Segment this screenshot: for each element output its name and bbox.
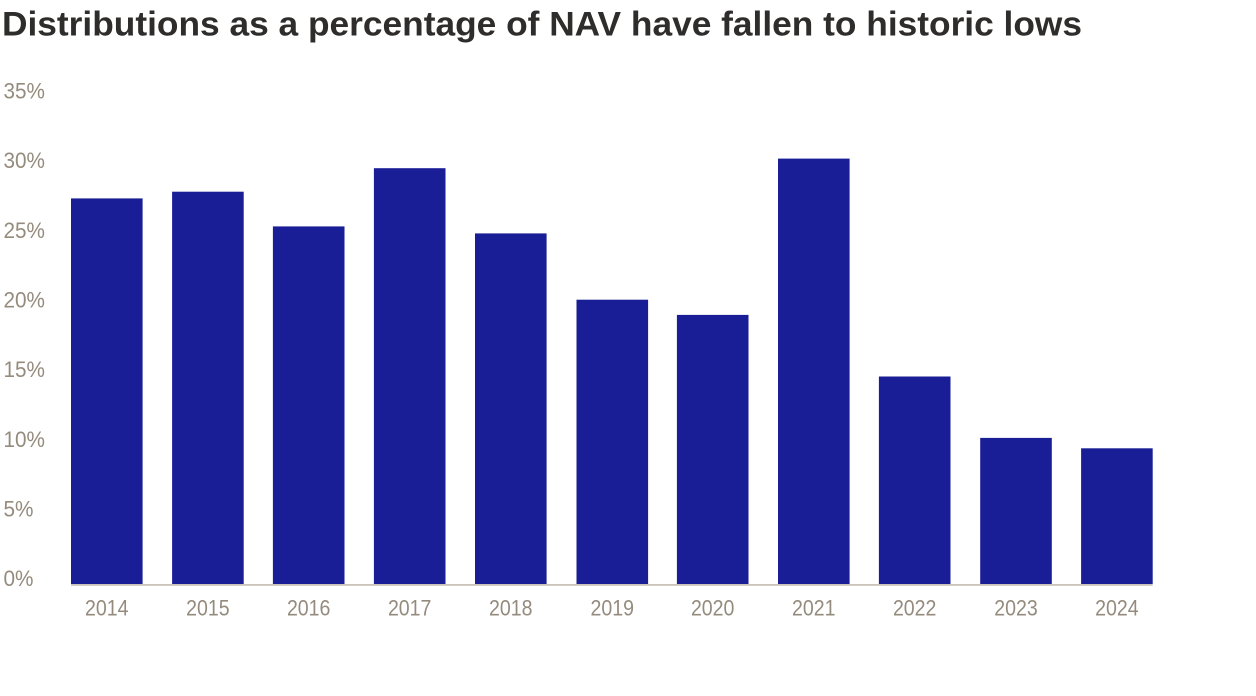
svg-text:2018: 2018: [489, 595, 533, 620]
svg-text:35%: 35%: [4, 79, 46, 104]
svg-text:2023: 2023: [994, 595, 1038, 620]
svg-text:2022: 2022: [893, 595, 937, 620]
svg-text:5%: 5%: [4, 497, 34, 522]
svg-text:2014: 2014: [85, 595, 129, 620]
svg-text:2021: 2021: [792, 595, 836, 620]
svg-text:2019: 2019: [591, 595, 635, 620]
svg-text:25%: 25%: [4, 218, 46, 243]
svg-text:2024: 2024: [1095, 595, 1139, 620]
svg-text:15%: 15%: [4, 357, 46, 382]
svg-text:20%: 20%: [4, 288, 46, 313]
svg-text:Distributions as a percentage: Distributions as a percentage of NAV hav…: [2, 6, 1082, 44]
svg-text:2017: 2017: [388, 595, 432, 620]
svg-text:10%: 10%: [4, 427, 46, 452]
svg-text:2020: 2020: [691, 595, 735, 620]
svg-text:30%: 30%: [4, 148, 46, 173]
svg-text:2016: 2016: [287, 595, 331, 620]
svg-text:2015: 2015: [186, 595, 230, 620]
svg-text:0%: 0%: [4, 566, 34, 591]
